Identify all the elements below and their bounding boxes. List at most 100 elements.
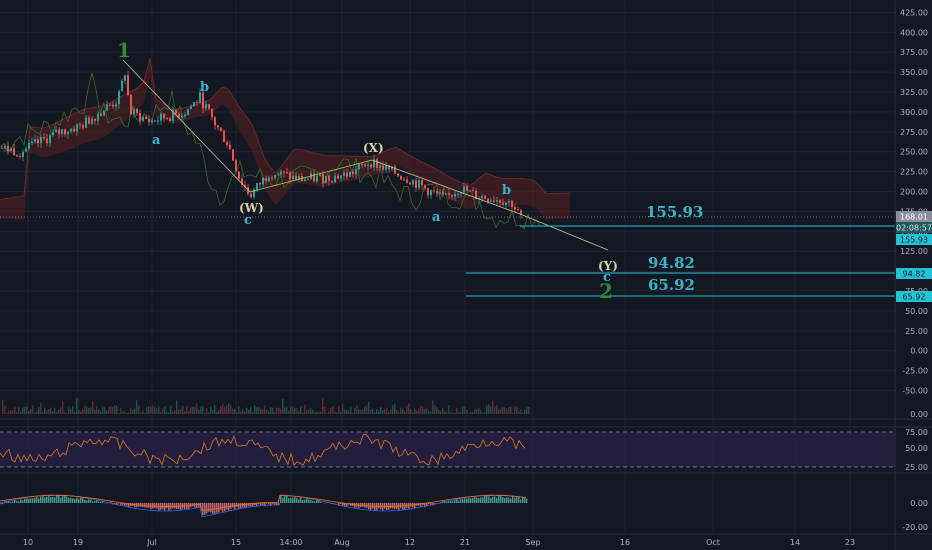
wave-line (249, 159, 373, 193)
macd-histogram-bar (298, 499, 300, 503)
macd-histogram-bar (292, 497, 294, 503)
macd-histogram-bar (516, 496, 518, 503)
volume-bar (98, 409, 100, 414)
volume-bar (382, 410, 384, 414)
candle-body (289, 172, 291, 180)
macd-histogram-bar (146, 503, 148, 508)
volume-bar (104, 406, 106, 414)
macd-histogram-bar (64, 495, 66, 503)
candle-body (244, 184, 246, 188)
volume-bar (328, 411, 330, 414)
macd-histogram-bar (38, 498, 40, 503)
time-tick-label: 14 (790, 538, 800, 547)
macd-histogram-bar (494, 496, 496, 503)
volume-bar (54, 408, 56, 414)
macd-histogram-bar (270, 503, 272, 507)
macd-histogram-bar (508, 497, 510, 503)
candle-body (193, 102, 195, 107)
candle-body (145, 116, 147, 119)
volume-bar (160, 412, 162, 414)
time-tick-label: 23 (845, 538, 855, 547)
price-tick-label: 225.00 (900, 168, 928, 177)
volume-bar (232, 408, 234, 414)
macd-histogram-bar (488, 496, 490, 503)
volume-bar (168, 412, 170, 414)
volume-bar (114, 405, 116, 414)
volume-bar (86, 406, 88, 414)
volume-bar (462, 406, 464, 414)
volume-bar (200, 406, 202, 414)
volume-bar (322, 397, 324, 414)
volume-bar (174, 410, 176, 414)
candle-body (328, 175, 330, 181)
volume-bar (388, 411, 390, 414)
candle-body (427, 188, 429, 196)
volume-bar (450, 411, 452, 414)
volume-bar (342, 403, 344, 414)
volume-bar (118, 412, 120, 414)
candle-body (172, 109, 174, 121)
candle-body (139, 112, 141, 121)
macd-histogram-bar (284, 495, 286, 503)
volume-bar (352, 412, 354, 414)
candle-body (226, 141, 228, 145)
countdown-badge (896, 222, 932, 233)
candle-series (1, 70, 522, 219)
candle-body (442, 192, 444, 195)
candle-body (16, 155, 18, 157)
candle-body (199, 92, 201, 103)
macd-histogram-bar (82, 497, 84, 503)
macd-histogram-bar (476, 497, 478, 503)
volume-bar (464, 406, 466, 414)
candle-body (22, 151, 24, 157)
candle-body (1, 147, 3, 149)
volume-bar (264, 405, 266, 414)
volume-bar (492, 400, 494, 414)
macd-histogram-bar (312, 500, 314, 503)
candle-body (103, 110, 105, 116)
volume-bar (494, 406, 496, 414)
volume-bar (44, 408, 46, 414)
volume-bar (324, 407, 326, 414)
volume-bar (170, 405, 172, 414)
volume-bar (46, 410, 48, 414)
candle-body (97, 113, 99, 121)
macd-histogram-bar (310, 499, 312, 503)
wave-label-2: 2 (599, 279, 613, 303)
macd-histogram-bar (422, 503, 424, 506)
level-badge-94-text: 94.82 (903, 270, 926, 279)
volume-bar (192, 406, 194, 414)
rsi-pane (0, 431, 895, 468)
volume-bar (92, 401, 94, 414)
candle-body (25, 148, 27, 152)
volume-bar (314, 412, 316, 414)
macd-histogram-bar (466, 498, 468, 503)
volume-bar (194, 406, 196, 414)
candle-body (31, 141, 33, 143)
candle-body (397, 173, 399, 176)
candle-body (334, 175, 336, 183)
time-axis[interactable]: 10 19 Jul 15 14:00 Aug 12 21 Sep 16 Oct 14 23 (23, 538, 855, 547)
volume-bar (298, 411, 300, 414)
macd-histogram-bar (28, 498, 30, 503)
macd-histogram-bar (98, 501, 100, 503)
macd-histogram-bar (304, 499, 306, 503)
macd-histogram-bar (258, 503, 260, 505)
macd-histogram-bar (450, 501, 452, 503)
volume-bar (348, 410, 350, 414)
candle-body (394, 166, 396, 174)
price-level-lines[interactable] (466, 225, 895, 297)
macd-histogram-bar (208, 503, 210, 512)
volume-bar (472, 411, 474, 414)
volume-bar (432, 400, 434, 414)
volume-bar (374, 412, 376, 414)
current-price-badge-text: 168.01 (900, 213, 928, 222)
volume-bar (360, 409, 362, 414)
volume-bar (508, 406, 510, 414)
volume-bar (154, 407, 156, 414)
macd-histogram-bar (372, 503, 374, 509)
volume-bar (302, 412, 304, 414)
macd-histogram-bar (142, 503, 144, 508)
macd-histogram-bar (314, 501, 316, 503)
